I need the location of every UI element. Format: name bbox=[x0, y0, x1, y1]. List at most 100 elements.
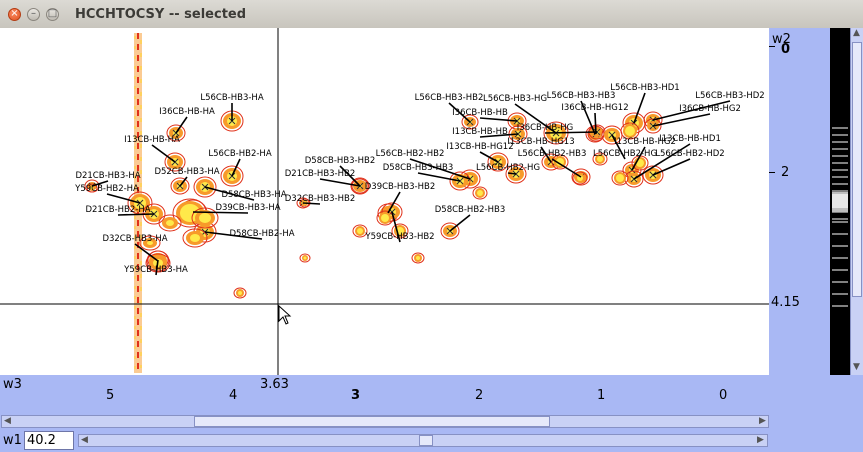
w2-tick-2: 2 bbox=[781, 165, 790, 180]
peak-label[interactable]: I13CB-HB-HG12 bbox=[446, 142, 513, 152]
peak-label[interactable]: D58CB-HB2-HA bbox=[229, 229, 294, 239]
peak-label[interactable]: L56CB-HB2-HG bbox=[593, 149, 657, 159]
minimize-icon[interactable]: – bbox=[27, 7, 40, 21]
horizontal-scrollbar[interactable]: ◀ ▶ bbox=[1, 415, 769, 428]
peak-label[interactable]: I36CB-HB-HB bbox=[452, 108, 508, 118]
peak-label[interactable]: I13CB-HB-HG13 bbox=[507, 137, 574, 147]
w3-axis-label: w3 bbox=[3, 377, 22, 392]
scroll-right-icon[interactable]: ▶ bbox=[759, 416, 766, 426]
leader-line bbox=[611, 134, 626, 160]
scroll-left-icon[interactable]: ◀ bbox=[4, 416, 11, 426]
peak-label[interactable]: I36CB-HB-HA bbox=[159, 107, 215, 117]
peak-label[interactable]: D58CB-HB3-HB2 bbox=[305, 156, 376, 166]
scroll-up-icon[interactable]: ▲ bbox=[853, 28, 860, 38]
contour-peak bbox=[352, 224, 368, 238]
peak-label[interactable]: D39CB-HB3-HA bbox=[215, 203, 280, 213]
leader-line bbox=[479, 133, 519, 138]
leader-line bbox=[652, 158, 691, 176]
spectrum-canvas[interactable]: L56CB-HB3-HA I36CB-HB-HA I13CB-HB-HA L56CB-… bbox=[0, 28, 769, 375]
leader-line bbox=[179, 176, 188, 187]
w3-cursor-value: 3.63 bbox=[260, 377, 289, 392]
w1-right-icon[interactable]: ▶ bbox=[757, 435, 764, 445]
w3-axis-panel: w3 5 4 3.63 3 2 1 0 bbox=[0, 375, 769, 415]
peak-label[interactable]: D39CB-HB3-HB2 bbox=[365, 182, 436, 192]
peak-label[interactable]: D58CB-HB3-HB3 bbox=[383, 163, 454, 173]
leader-line bbox=[117, 213, 155, 216]
leader-line bbox=[507, 172, 517, 175]
contour-peak bbox=[592, 152, 608, 166]
horizontal-scroll-thumb[interactable] bbox=[194, 416, 550, 427]
peak-label[interactable]: L56CB-HB2-HD2 bbox=[655, 149, 724, 159]
spectrum-plot[interactable]: L56CB-HB3-HA I36CB-HB-HA I13CB-HB-HA L56CB-… bbox=[0, 28, 769, 375]
peak-label[interactable]: I36CB-HB-HG12 bbox=[561, 103, 628, 113]
peak-label[interactable]: D21CB-HB3-HB2 bbox=[285, 169, 356, 179]
peak-label[interactable]: D21CB-HB2-HA bbox=[85, 205, 150, 215]
leader-line bbox=[339, 165, 361, 187]
leader-line bbox=[540, 146, 552, 163]
leader-line bbox=[631, 146, 646, 171]
peak-label[interactable]: D58CB-HB3-HA bbox=[221, 190, 286, 200]
vertical-scroll-thumb[interactable] bbox=[852, 42, 862, 297]
peak-label[interactable]: Y59CB-HB3-HA bbox=[123, 265, 188, 275]
contour-peak bbox=[376, 210, 394, 226]
contour-peaks bbox=[84, 110, 664, 299]
maximize-icon[interactable]: □ bbox=[46, 7, 59, 21]
leader-line bbox=[551, 158, 582, 178]
leader-line bbox=[479, 117, 518, 122]
contour-peak bbox=[620, 122, 640, 140]
w1-plane-slider[interactable]: ◀ ▶ bbox=[78, 434, 768, 447]
leader-line bbox=[175, 116, 188, 134]
peak-label[interactable]: Y59CB-HB2-HA bbox=[74, 184, 139, 194]
peak-label[interactable]: L56CB-HB3-HG bbox=[483, 94, 547, 104]
peak-label[interactable]: I13CB-HB-HA bbox=[124, 135, 180, 145]
leader-line bbox=[514, 103, 557, 134]
peak-label[interactable]: L56CB-HB3-HB3 bbox=[547, 91, 616, 101]
close-icon[interactable]: × bbox=[8, 7, 21, 21]
w3-tick-5: 5 bbox=[106, 388, 115, 403]
leader-line bbox=[449, 214, 471, 232]
w1-label: w1 bbox=[3, 433, 22, 448]
leader-line bbox=[580, 100, 596, 135]
peak-label[interactable]: Y59CB-HB3-HB2 bbox=[364, 232, 434, 242]
w2-cursor-value: 4.15 bbox=[771, 295, 800, 310]
peak-label[interactable]: L56CB-HB3-HD1 bbox=[610, 83, 679, 93]
peak-label[interactable]: L56CB-HB3-HB2 bbox=[415, 93, 484, 103]
w2-tick-0: 0 bbox=[781, 42, 791, 57]
peak-label[interactable]: I36CB-HB-HG bbox=[517, 123, 573, 133]
peak-label[interactable]: L56CB-HB2-HG bbox=[476, 163, 540, 173]
leader-line bbox=[594, 112, 597, 135]
peak-label[interactable]: I36CB-HB-HG2 bbox=[679, 104, 741, 114]
peak-label[interactable]: D21CB-HB3-HA bbox=[75, 171, 140, 181]
contour-peak bbox=[411, 252, 425, 264]
peak-label[interactable]: I13CB-HB-HD1 bbox=[659, 134, 721, 144]
w1-plane-input[interactable]: 40.2 bbox=[24, 431, 74, 450]
vertical-scrollbar[interactable]: ▲ ▼ bbox=[850, 28, 863, 375]
contour-peak bbox=[611, 170, 629, 186]
peak-label[interactable]: L56CB-HB2-HA bbox=[208, 149, 271, 159]
peak-label[interactable]: L56CB-HB2-HB2 bbox=[376, 149, 445, 159]
w1-slider-thumb[interactable] bbox=[419, 435, 433, 446]
contour-peak bbox=[233, 287, 247, 299]
contour-peak bbox=[472, 186, 488, 200]
scroll-down-icon[interactable]: ▼ bbox=[853, 362, 860, 372]
peak-label[interactable]: I13CB-HB-HB bbox=[452, 127, 508, 137]
contour-peak bbox=[86, 183, 98, 193]
peak-label[interactable]: I13CB-HB-HG2 bbox=[614, 137, 676, 147]
w1-left-icon[interactable]: ◀ bbox=[81, 435, 88, 445]
leader-line bbox=[652, 100, 731, 121]
peak-label[interactable]: D32CB-HB3-HB2 bbox=[285, 194, 356, 204]
peak-label[interactable]: D52CB-HB3-HA bbox=[154, 167, 219, 177]
peak-label[interactable]: L56CB-HB2-HB3 bbox=[518, 149, 587, 159]
w1-plane-control: w1 40.2 ◀ ▶ bbox=[0, 430, 863, 452]
title-bar: × – □ HCCHTOCSY -- selected bbox=[0, 0, 863, 29]
contour-peak bbox=[551, 154, 569, 170]
leader-line bbox=[409, 158, 471, 180]
contour-level-bar[interactable] bbox=[830, 28, 850, 375]
leader-line bbox=[633, 143, 691, 180]
peak-leader-lines bbox=[91, 92, 731, 276]
contour-peak bbox=[139, 235, 161, 251]
peak-label[interactable]: L56CB-HB3-HD2 bbox=[695, 91, 764, 101]
peak-label[interactable]: L56CB-HB3-HA bbox=[200, 93, 263, 103]
peak-label[interactable]: D32CB-HB3-HA bbox=[102, 234, 167, 244]
peak-label[interactable]: D58CB-HB2-HB3 bbox=[435, 205, 506, 215]
